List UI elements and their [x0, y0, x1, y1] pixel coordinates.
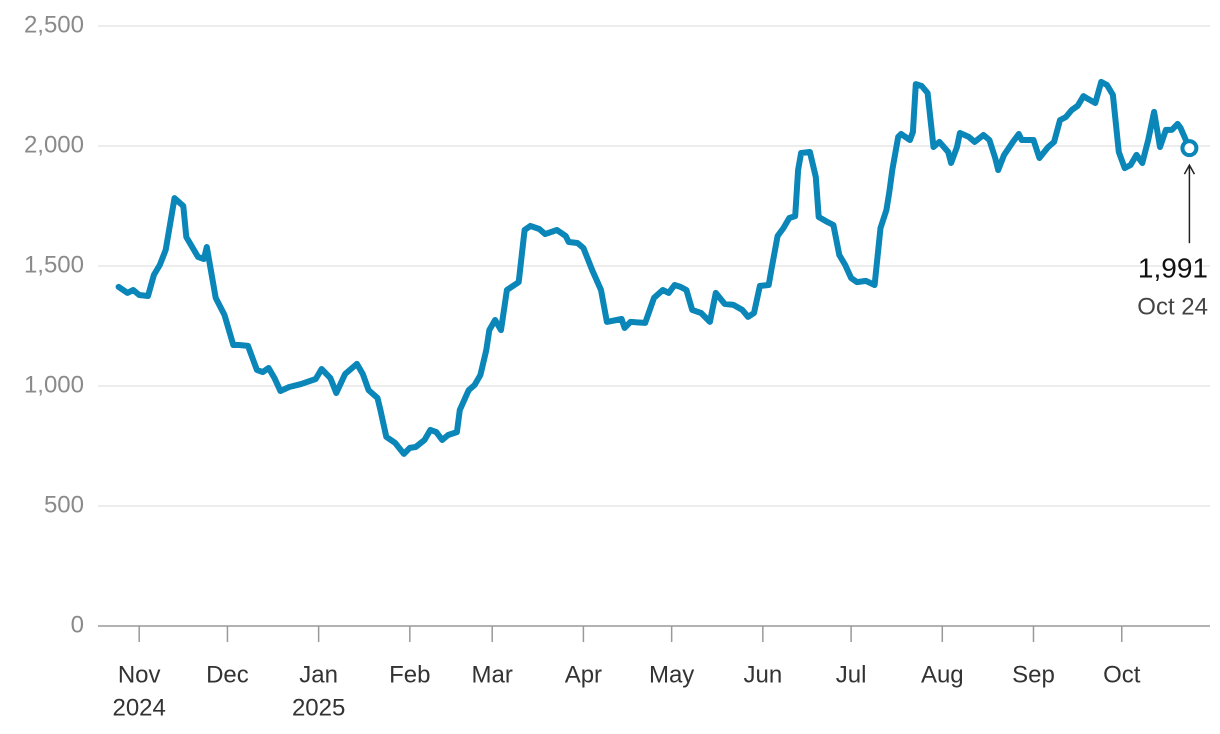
- annotation-arrowhead: [1183, 163, 1196, 175]
- x-tick-label: Sep: [1012, 661, 1055, 688]
- x-tick-label: Nov: [118, 661, 161, 688]
- x-tick-label: Mar: [472, 661, 513, 688]
- x-tick-label: Feb: [389, 661, 430, 688]
- y-tick-label: 1,000: [24, 371, 84, 398]
- y-tick-label: 2,000: [24, 131, 84, 158]
- y-tick-label: 1,500: [24, 251, 84, 278]
- end-point: [1180, 139, 1199, 158]
- x-tick-year: 2025: [292, 694, 345, 721]
- line-series: [115, 78, 1193, 457]
- x-tick-label: Dec: [206, 661, 249, 688]
- y-tick-label: 500: [44, 491, 84, 518]
- x-tick-label: May: [649, 661, 694, 688]
- x-tick-label: Oct: [1103, 661, 1141, 688]
- annotation-value: 1,991: [1138, 253, 1208, 284]
- y-tick-label: 2,500: [24, 11, 84, 38]
- x-tick-year: 2024: [112, 694, 165, 721]
- x-tick-label: Aug: [921, 661, 964, 688]
- x-tick-label: Jul: [836, 661, 867, 688]
- x-tick-label: Jan: [299, 661, 338, 688]
- x-tick-label: Apr: [565, 661, 602, 688]
- y-tick-label: 0: [71, 611, 84, 638]
- annotation-date: Oct 24: [1137, 294, 1208, 321]
- x-tick-label: Jun: [743, 661, 782, 688]
